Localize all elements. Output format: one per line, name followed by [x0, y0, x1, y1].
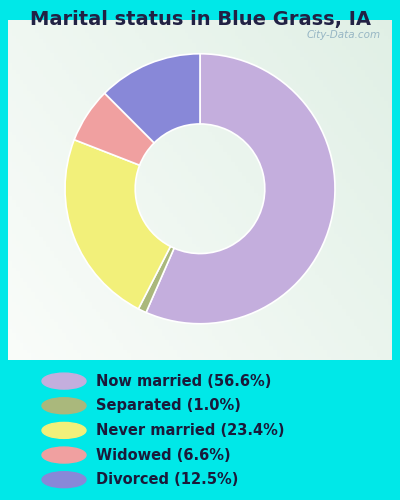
Circle shape — [42, 472, 86, 488]
Text: Never married (23.4%): Never married (23.4%) — [96, 423, 284, 438]
Text: Divorced (12.5%): Divorced (12.5%) — [96, 472, 238, 487]
Wedge shape — [74, 93, 154, 165]
Wedge shape — [138, 246, 174, 312]
Text: City-Data.com: City-Data.com — [306, 30, 380, 40]
Circle shape — [42, 447, 86, 463]
Circle shape — [42, 398, 86, 413]
Circle shape — [42, 373, 86, 389]
Wedge shape — [65, 140, 170, 309]
Text: Widowed (6.6%): Widowed (6.6%) — [96, 448, 231, 462]
Text: Separated (1.0%): Separated (1.0%) — [96, 398, 241, 413]
Wedge shape — [105, 54, 200, 143]
Text: Now married (56.6%): Now married (56.6%) — [96, 374, 271, 388]
Text: Marital status in Blue Grass, IA: Marital status in Blue Grass, IA — [30, 10, 370, 29]
Wedge shape — [146, 54, 335, 324]
Circle shape — [42, 422, 86, 438]
